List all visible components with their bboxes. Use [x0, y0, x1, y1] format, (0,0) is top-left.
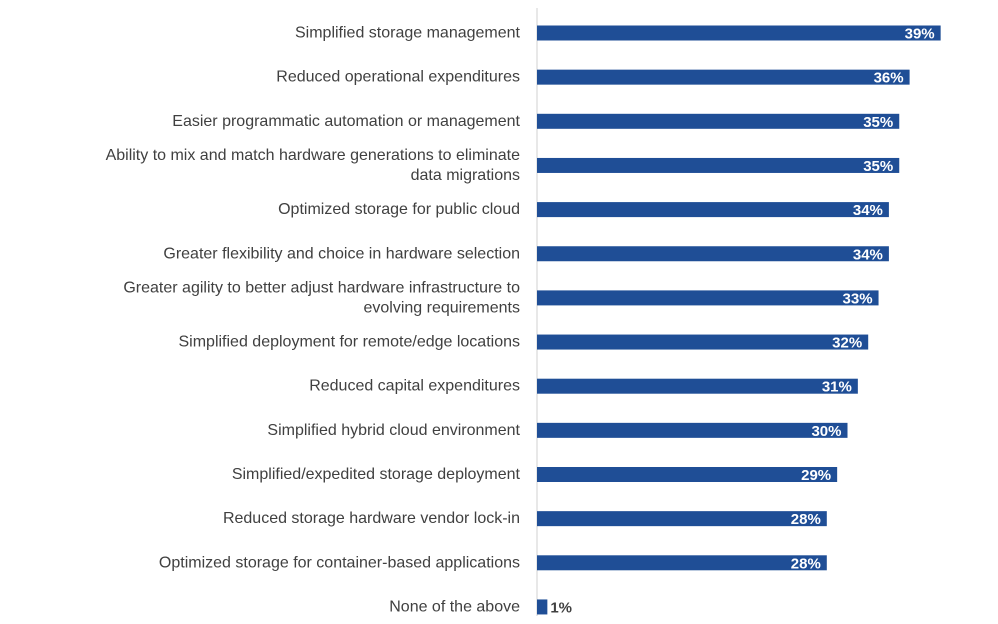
bar	[537, 422, 848, 438]
bar	[537, 378, 858, 394]
category-label: Simplified storage management	[295, 25, 521, 42]
bars	[537, 25, 941, 615]
value-label: 35%	[863, 158, 893, 175]
value-label: 28%	[791, 555, 821, 572]
value-label: 35%	[863, 114, 893, 131]
category-label: Simplified deployment for remote/edge lo…	[178, 334, 520, 351]
bar	[537, 69, 910, 85]
category-label: Optimized storage for container-based ap…	[159, 554, 520, 571]
category-label: Reduced capital expenditures	[309, 378, 520, 395]
category-label: Easier programmatic automation or manage…	[172, 113, 520, 130]
category-label: Greater flexibility and choice in hardwa…	[163, 245, 520, 262]
bar	[537, 246, 889, 262]
category-label: evolving requirements	[363, 299, 520, 316]
bar	[537, 467, 838, 482]
bar	[537, 511, 827, 527]
category-label: Reduced storage hardware vendor lock-in	[223, 510, 520, 527]
value-label: 28%	[791, 511, 821, 528]
bar	[537, 599, 548, 615]
value-label: 33%	[843, 290, 873, 307]
category-label: data migrations	[411, 167, 520, 184]
bar	[537, 290, 879, 306]
bar	[537, 157, 900, 173]
category-label: Reduced operational expenditures	[276, 69, 520, 86]
value-label: 31%	[822, 379, 852, 396]
value-label: 34%	[853, 202, 883, 219]
category-label: Greater agility to better adjust hardwar…	[123, 279, 520, 296]
category-label: Optimized storage for public cloud	[278, 201, 520, 218]
value-label: 34%	[853, 246, 883, 263]
category-label: Simplified hybrid cloud environment	[267, 422, 520, 439]
category-label: None of the above	[389, 598, 520, 615]
bar	[537, 113, 900, 129]
bar	[537, 334, 869, 350]
value-label: 30%	[811, 423, 841, 440]
category-label: Simplified/expedited storage deployment	[232, 466, 521, 483]
category-label: Ability to mix and match hardware genera…	[106, 147, 521, 164]
value-labels: 39% 36% 35% 35% 34% 34% 33% 32% 31% 30% 29% 28% 28% 1…	[550, 26, 934, 617]
category-labels: Simplified storage management Reduced ope…	[106, 25, 521, 616]
value-label: 1%	[550, 599, 572, 616]
bar	[537, 25, 941, 41]
value-label: 32%	[832, 335, 862, 352]
value-label: 39%	[905, 26, 935, 43]
value-label: 36%	[874, 70, 904, 87]
bar	[537, 555, 827, 571]
bar	[537, 202, 889, 218]
value-label: 29%	[801, 467, 831, 484]
